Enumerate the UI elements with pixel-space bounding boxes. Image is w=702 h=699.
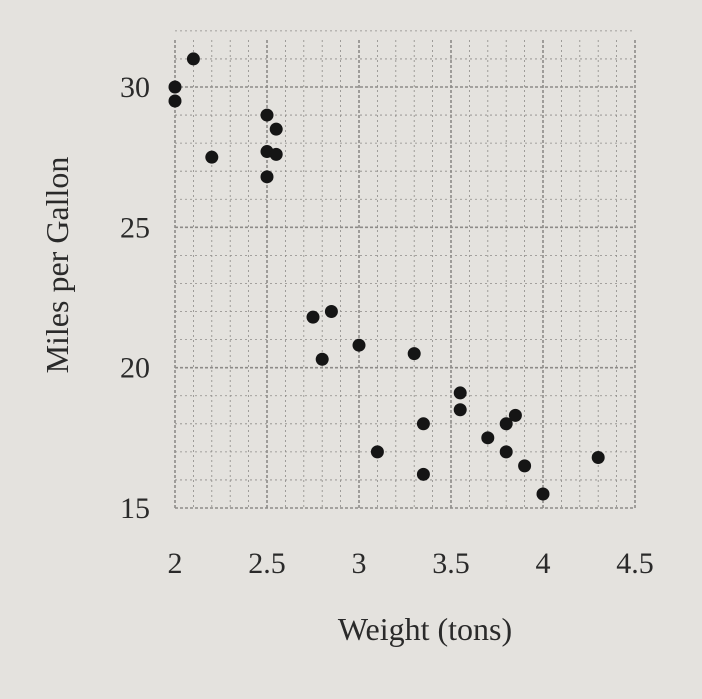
data-point [370, 445, 384, 459]
x-tick-label: 4 [536, 547, 551, 580]
data-point [499, 445, 513, 459]
data-point [168, 94, 182, 108]
data-point [499, 417, 513, 431]
y-tick-label: 15 [120, 492, 150, 525]
x-tick-label: 4.5 [616, 547, 654, 580]
data-point [591, 450, 605, 464]
data-point [508, 408, 522, 422]
x-tick-label: 2.5 [248, 547, 286, 580]
data-point [416, 467, 430, 481]
data-point [518, 459, 532, 473]
data-point [260, 170, 274, 184]
x-tick-label: 3 [352, 547, 367, 580]
data-point [481, 431, 495, 445]
data-point [352, 338, 366, 352]
data-point [269, 122, 283, 136]
data-point [416, 417, 430, 431]
data-point [324, 305, 338, 319]
y-tick-label: 30 [120, 71, 150, 104]
x-tick-label: 3.5 [432, 547, 470, 580]
data-point [315, 352, 329, 366]
data-point [260, 108, 274, 122]
data-point [306, 310, 320, 324]
data-point [205, 150, 219, 164]
data-point [269, 147, 283, 161]
y-tick-label: 25 [120, 211, 150, 244]
y-tick-label: 20 [120, 352, 150, 385]
data-point [168, 80, 182, 94]
data-point [186, 52, 200, 66]
data-point [407, 347, 421, 361]
data-point [536, 487, 550, 501]
tick-labels: 2 2.5 3 3.5 4 4.5 15 20 25 30 [120, 71, 654, 580]
data-point [453, 386, 467, 400]
data-points [168, 52, 605, 501]
grid [174, 30, 636, 509]
x-tick-label: 2 [168, 547, 183, 580]
x-axis-title: Weight (tons) [338, 611, 512, 647]
y-axis-title: Miles per Gallon [39, 157, 75, 374]
data-point [453, 403, 467, 417]
